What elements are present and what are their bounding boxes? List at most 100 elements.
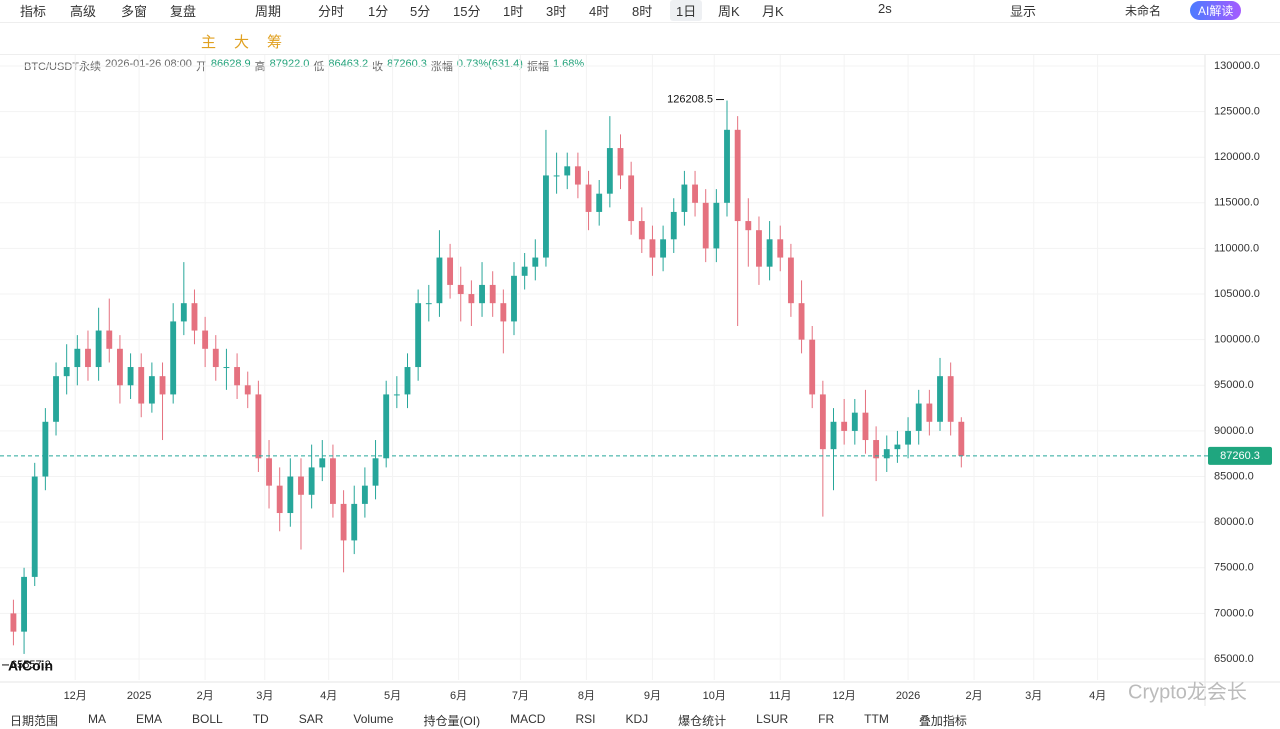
candle-body xyxy=(798,303,805,340)
interval-button[interactable]: 4时 xyxy=(589,4,610,19)
tool-button[interactable]: 主 xyxy=(201,34,217,51)
field-label: 涨幅 xyxy=(430,61,453,73)
candle-body xyxy=(127,367,134,386)
indicator-button: EMA xyxy=(136,712,163,726)
candle-body xyxy=(830,421,837,450)
candle-body xyxy=(138,367,145,404)
candle-body xyxy=(255,394,262,459)
candle-body xyxy=(425,303,432,305)
candle-body xyxy=(873,440,880,459)
y-tick-label: 95000.0 xyxy=(1214,379,1254,391)
candle-body xyxy=(564,166,571,176)
interval-button[interactable]: 8时 xyxy=(632,4,653,19)
y-tick-label: 70000.0 xyxy=(1214,607,1254,619)
ai-button[interactable]: AI解读 xyxy=(1190,1,1242,20)
field-value: 87922.0 xyxy=(269,58,310,70)
tool-button[interactable]: 筹 xyxy=(267,34,283,51)
field-value: 1.68% xyxy=(552,58,585,70)
candle-body xyxy=(511,275,517,322)
field-label: 振幅 xyxy=(526,61,549,73)
candle-body xyxy=(926,403,933,422)
layout-name[interactable]: 未命名 xyxy=(1125,4,1162,18)
field-label: 开 xyxy=(195,61,207,73)
tool-button[interactable]: 高级 xyxy=(70,4,97,19)
candle-body xyxy=(681,184,688,212)
interval-button[interactable]: 5分 xyxy=(410,4,431,19)
watermark: Crypto龙会长 xyxy=(1128,680,1247,703)
candle-body xyxy=(851,412,858,431)
candle-body xyxy=(819,394,826,450)
interval-button[interactable]: 周K xyxy=(718,4,740,19)
candle-body xyxy=(106,330,113,349)
y-tick-label: 130000.0 xyxy=(1214,60,1260,72)
candle-body xyxy=(617,148,624,176)
max-label: 126208.5 xyxy=(667,93,713,105)
candle-body xyxy=(958,421,965,456)
candle-body xyxy=(724,129,730,203)
indicator-button: FR xyxy=(818,712,835,726)
indicator-button: 日期范围 xyxy=(10,714,59,728)
interval-button[interactable]: 分时 xyxy=(318,4,345,19)
field-value: 87260.3 xyxy=(387,58,427,70)
tool-button[interactable]: 指标 xyxy=(20,4,47,19)
y-tick-label: 115000.0 xyxy=(1214,197,1259,209)
tool-button[interactable]: 多窗 xyxy=(121,4,148,19)
candle-body xyxy=(947,376,954,422)
candle-body xyxy=(649,239,656,258)
field-label: 收 xyxy=(372,61,384,73)
candle-body xyxy=(447,257,454,285)
field-value: 86628.9 xyxy=(210,58,251,70)
candle-body xyxy=(596,193,603,212)
x-tick-label: 3月 xyxy=(1025,690,1042,702)
candle-body xyxy=(628,175,635,222)
candle-body xyxy=(191,303,198,331)
interval-button[interactable]: 1分 xyxy=(368,4,389,19)
x-tick-label: 2025 xyxy=(127,690,151,702)
candle-body xyxy=(116,348,123,386)
candle-body xyxy=(841,421,848,431)
field-label: 高 xyxy=(254,61,266,73)
candle-body xyxy=(95,330,102,368)
x-tick-label: 8月 xyxy=(578,690,595,702)
candle-body xyxy=(330,458,336,504)
time: 2026-01-26 08:00 xyxy=(105,58,192,70)
tool-button[interactable]: 2s xyxy=(878,1,892,16)
candle-body xyxy=(276,485,283,514)
candle-body xyxy=(553,175,560,177)
indicator-button: 爆仓统计 xyxy=(678,714,727,728)
candle-body xyxy=(883,449,890,459)
x-tick-label: 2026 xyxy=(896,690,920,702)
tool-button[interactable]: 显示 xyxy=(1010,4,1037,19)
candle-body xyxy=(468,294,475,304)
candle-body xyxy=(308,467,315,495)
tool-button[interactable]: 大 xyxy=(234,34,250,51)
tool-button[interactable]: 周期 xyxy=(255,4,282,19)
x-tick-label: 5月 xyxy=(384,690,401,702)
indicator-button: SAR xyxy=(298,712,324,726)
candle-body xyxy=(532,257,539,267)
interval-button[interactable]: 1日 xyxy=(670,0,703,21)
x-tick-label: 4月 xyxy=(320,690,337,702)
y-tick-label: 75000.0 xyxy=(1214,562,1254,574)
candle-body xyxy=(404,367,411,395)
indicator-button: 持仓量(OI) xyxy=(423,714,481,728)
candle-body xyxy=(489,284,496,304)
candle-body xyxy=(638,221,645,240)
candle-body xyxy=(692,184,698,203)
candle-body xyxy=(372,458,379,486)
y-tick-label: 90000.0 xyxy=(1214,425,1254,437)
candle-body xyxy=(713,202,720,249)
interval-button[interactable]: 1时 xyxy=(503,4,524,19)
top-toolbar: 指标 高级 多窗 复盘 周期 分时 1分 5分 15分 1时 3时 4时 8时 … xyxy=(0,0,1280,23)
indicator-button: LSUR xyxy=(756,712,789,726)
interval-button[interactable]: 3时 xyxy=(546,4,567,19)
candle-body xyxy=(361,485,368,504)
indicator-button: MACD xyxy=(510,712,546,726)
candle-body xyxy=(809,339,816,395)
drawing-toolbar: 主 大 筹 xyxy=(0,23,1280,55)
tool-button[interactable]: 复盘 xyxy=(170,4,197,19)
interval-button[interactable]: 15分 xyxy=(453,4,481,19)
interval-button[interactable]: 月K xyxy=(762,4,784,19)
